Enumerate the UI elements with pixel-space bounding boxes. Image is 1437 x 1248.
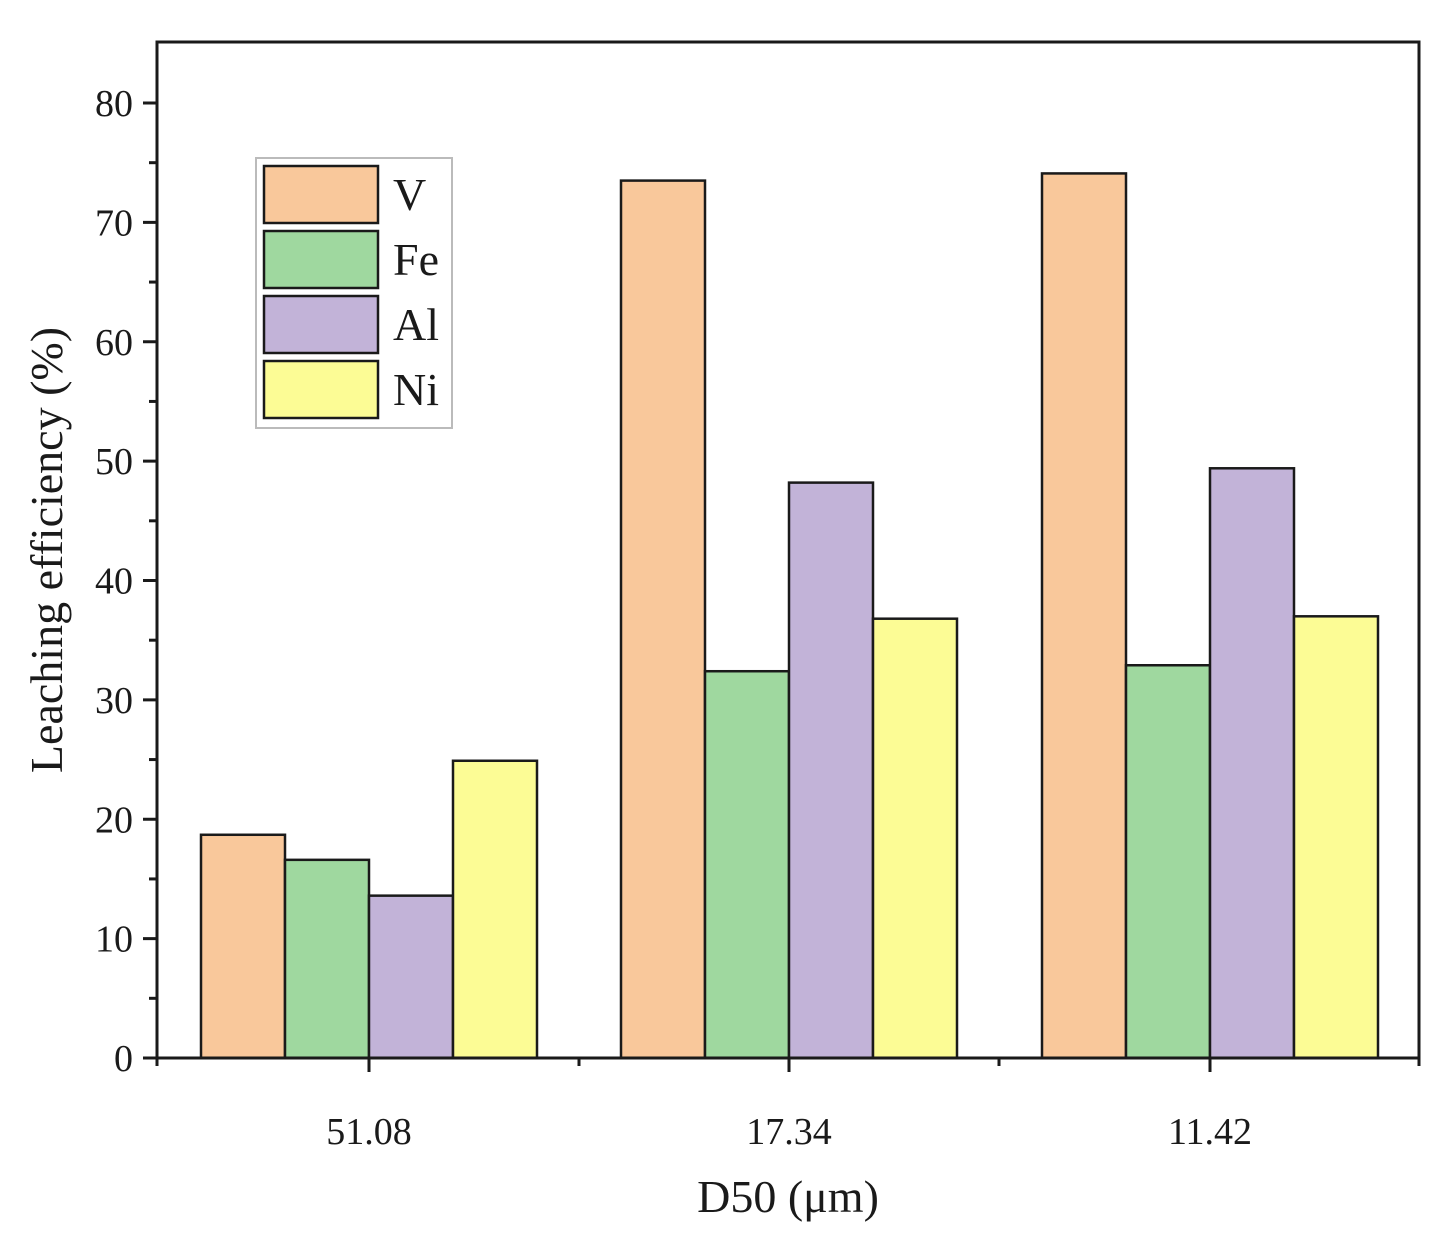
- legend-label-v: V: [393, 169, 426, 220]
- bar-al-51.08: [367, 894, 455, 1060]
- y-axis-ticks: 0 10 20 30 40 50 60 70 80: [95, 83, 157, 1080]
- x-axis-title: D50 (μm): [697, 1171, 879, 1222]
- legend-label-fe: Fe: [393, 234, 439, 285]
- bar-v-51.08: [199, 833, 287, 1060]
- bar-al-11.42: [1208, 467, 1296, 1060]
- legend-label-ni: Ni: [393, 364, 439, 415]
- x-tick-label: 11.42: [1168, 1111, 1252, 1153]
- bar-v-17.34: [619, 179, 707, 1060]
- legend-swatch-v: [262, 164, 380, 225]
- legend-swatch-ni: [262, 359, 380, 420]
- legend-swatch-fe: [262, 229, 380, 290]
- bar-v-11.42: [1040, 172, 1128, 1060]
- legend-label-al: Al: [393, 299, 439, 350]
- y-tick-label: 80: [95, 83, 133, 125]
- bar-ni-51.08: [451, 759, 539, 1060]
- bars-layer: [199, 172, 1380, 1060]
- y-axis-title: Leaching efficiency (%): [21, 327, 72, 773]
- y-tick-label: 0: [114, 1038, 133, 1080]
- bar-fe-17.34: [703, 669, 791, 1060]
- y-tick-label: 10: [95, 919, 133, 961]
- x-axis-ticks: 51.08 17.34 11.42: [155, 1058, 1421, 1153]
- bar-fe-51.08: [283, 858, 371, 1060]
- y-tick-label: 70: [95, 202, 133, 244]
- x-tick-label: 51.08: [326, 1111, 412, 1153]
- y-tick-label: 60: [95, 322, 133, 364]
- y-tick-label: 20: [95, 799, 133, 841]
- bar-ni-11.42: [1292, 615, 1380, 1060]
- y-tick-label: 30: [95, 680, 133, 722]
- legend-swatch-al: [262, 294, 380, 355]
- y-tick-label: 40: [95, 561, 133, 603]
- y-tick-label: 50: [95, 441, 133, 483]
- bar-al-17.34: [787, 481, 875, 1060]
- bar-fe-11.42: [1124, 664, 1212, 1060]
- x-tick-label: 17.34: [746, 1111, 832, 1153]
- bar-ni-17.34: [871, 617, 959, 1060]
- legend: V Fe Al Ni: [255, 157, 453, 429]
